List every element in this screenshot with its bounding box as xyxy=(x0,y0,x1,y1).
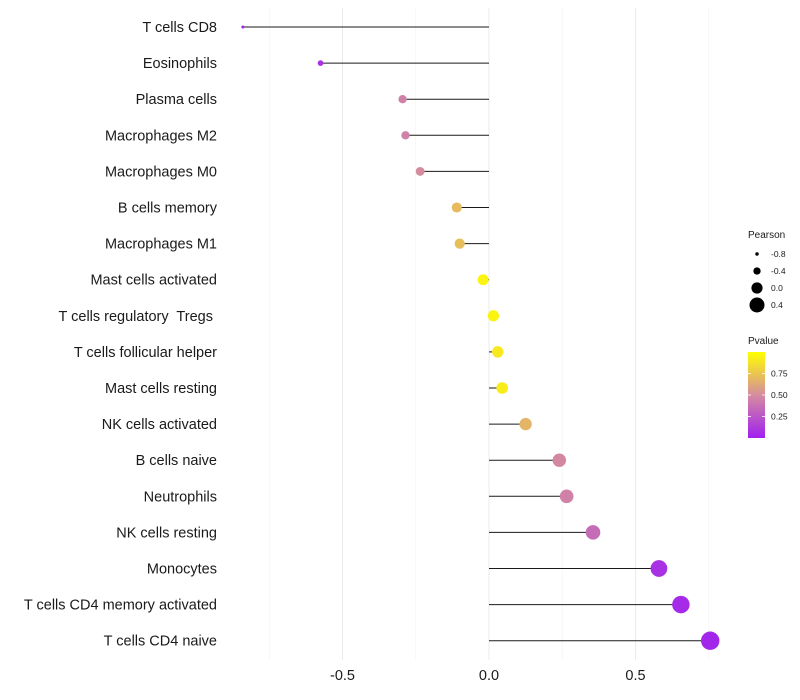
data-point xyxy=(585,525,601,540)
category-label: NK cells resting xyxy=(116,525,217,541)
category-label: Mast cells resting xyxy=(105,381,217,397)
category-label: Neutrophils xyxy=(144,489,217,505)
x-tick-label: -0.5 xyxy=(330,668,355,684)
category-label: T cells CD4 memory activated xyxy=(24,598,217,614)
data-point xyxy=(241,25,245,29)
category-label: B cells memory xyxy=(118,201,218,217)
size-legend-dot xyxy=(753,267,761,275)
size-legend-label: -0.4 xyxy=(771,266,786,276)
category-label: Mast cells activated xyxy=(90,273,217,289)
legends: Pearson -0.8-0.40.00.4 Pvalue 0.750.500.… xyxy=(748,230,788,438)
data-point xyxy=(398,95,407,104)
size-legend-dot xyxy=(749,297,765,313)
color-legend-label: 0.50 xyxy=(771,390,788,400)
data-point xyxy=(415,166,425,176)
size-legend-dot xyxy=(755,252,759,256)
size-legend-label: 0.0 xyxy=(771,283,783,293)
size-legend-items: -0.8 -0.4 0.0 0.4 xyxy=(749,249,786,313)
data-point xyxy=(317,60,324,66)
data-point xyxy=(487,310,500,322)
category-label: T cells CD4 naive xyxy=(104,634,217,650)
lollipop-stems xyxy=(242,26,711,642)
data-point xyxy=(672,595,690,614)
color-legend-label: 0.75 xyxy=(771,369,788,379)
category-label: T cells regulatory Tregs xyxy=(59,309,218,325)
x-tick-label: 0.0 xyxy=(479,668,499,684)
category-labels: T cells CD8 Eosinophils Plasma cells Macrop… xyxy=(24,20,218,650)
category-label: Eosinophils xyxy=(143,56,217,72)
data-point xyxy=(552,453,567,467)
category-label: B cells naive xyxy=(136,453,217,469)
category-label: Macrophages M2 xyxy=(105,128,217,144)
size-legend-label: -0.8 xyxy=(771,249,786,259)
data-point xyxy=(477,274,489,286)
data-point xyxy=(496,382,508,394)
category-label: T cells CD8 xyxy=(142,20,217,36)
category-label: Monocytes xyxy=(147,562,217,578)
data-point xyxy=(650,560,668,577)
data-point xyxy=(451,202,462,213)
size-legend-label: 0.4 xyxy=(771,300,783,310)
data-point xyxy=(519,417,532,431)
lollipop-points xyxy=(241,25,720,650)
data-point xyxy=(492,346,504,358)
data-point xyxy=(701,631,720,650)
category-label: Plasma cells xyxy=(136,92,217,108)
color-legend-label: 0.25 xyxy=(771,412,788,422)
data-point xyxy=(401,131,410,140)
color-legend-ticks: 0.75 0.50 0.25 xyxy=(748,369,788,422)
category-label: NK cells activated xyxy=(102,417,217,433)
category-label: Macrophages M1 xyxy=(105,237,217,253)
x-tick-label: 0.5 xyxy=(625,668,645,684)
category-label: T cells follicular helper xyxy=(74,345,217,361)
color-legend-title: Pvalue xyxy=(748,336,779,347)
data-point xyxy=(559,489,574,504)
size-legend-dot xyxy=(751,282,763,294)
color-legend-bar xyxy=(748,352,765,438)
category-label: Macrophages M0 xyxy=(105,164,217,180)
data-point xyxy=(454,238,465,249)
x-axis-tick-labels: -0.5 0.0 0.5 xyxy=(330,668,646,684)
size-legend-title: Pearson xyxy=(748,230,785,241)
grid-lines xyxy=(268,8,710,660)
